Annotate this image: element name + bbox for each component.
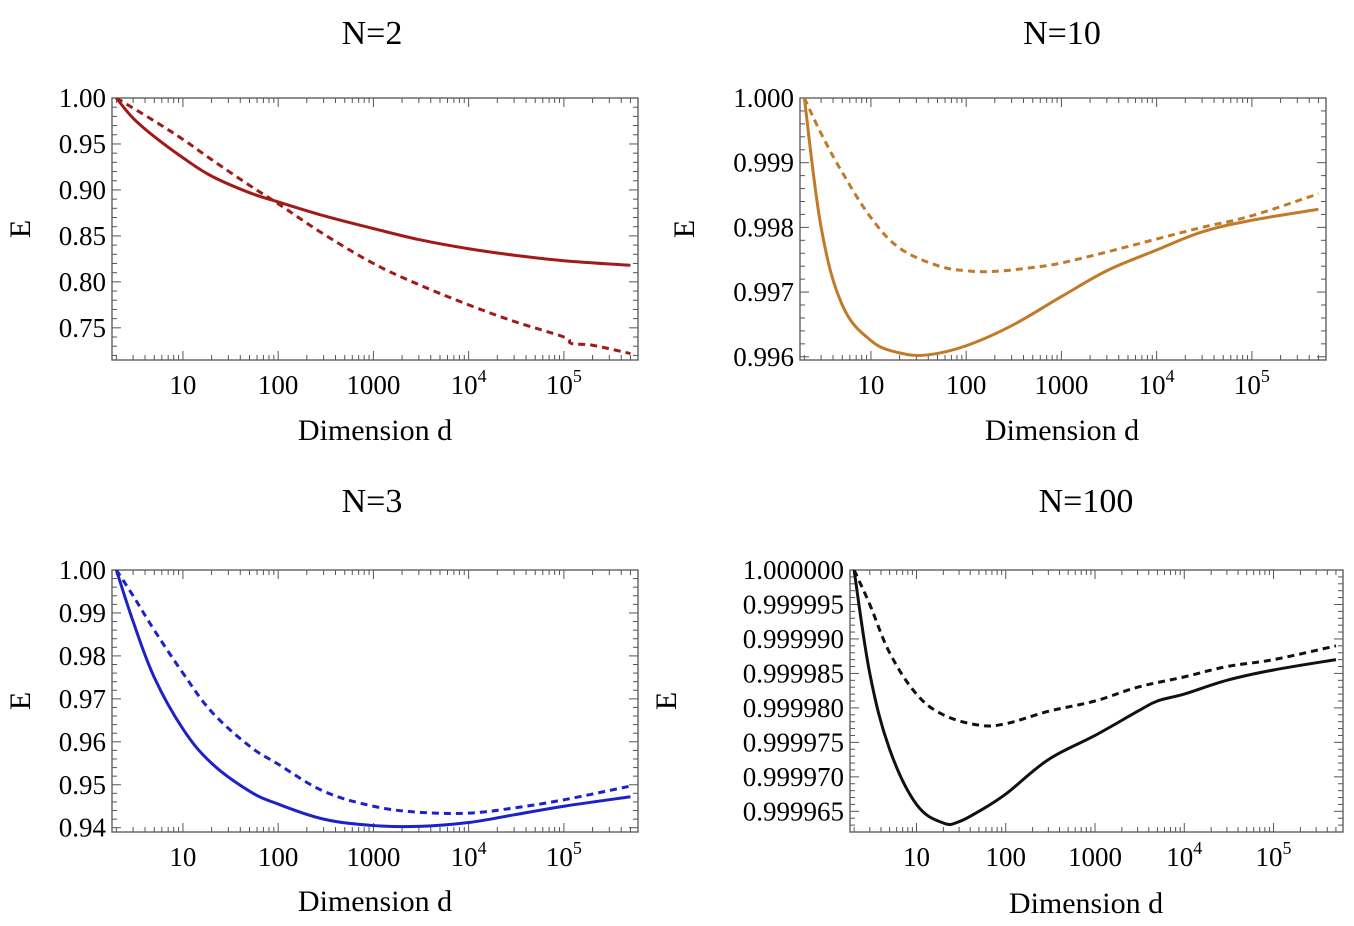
y-tick-label: 0.997	[733, 277, 794, 307]
plot-frame	[799, 97, 1327, 361]
y-tick-label: 0.99	[59, 598, 106, 628]
y-tick-label: 0.999980	[743, 693, 844, 723]
x-tick-label: 10	[169, 842, 196, 872]
x-tick-label: 104	[451, 366, 487, 400]
x-tick-exponent: 5	[573, 838, 582, 858]
plot-frame	[111, 569, 639, 833]
y-tick-label: 0.999975	[743, 727, 844, 757]
x-tick-label: 1000	[1034, 370, 1088, 400]
x-tick-label: 100	[985, 842, 1026, 872]
y-tick-label: 0.80	[59, 267, 106, 297]
x-axis-label: Dimension d	[298, 414, 452, 447]
x-tick-label: 104	[1166, 838, 1202, 872]
series-line-dashed	[115, 98, 631, 356]
y-tick-label: 0.94	[59, 813, 107, 843]
x-tick-label: 100	[946, 370, 987, 400]
chart-title: N=10	[1023, 15, 1101, 52]
y-tick-label: 1.000	[733, 83, 794, 113]
x-tick-label: 10	[903, 842, 930, 872]
y-tick-label: 0.96	[59, 727, 106, 757]
chart-title: N=2	[342, 15, 403, 52]
series-line-solid	[802, 98, 1319, 357]
x-tick-label: 100	[258, 370, 299, 400]
x-tick-label: 105	[546, 366, 582, 400]
x-tick-label: 1000	[1068, 842, 1122, 872]
y-tick-label: 0.999970	[743, 762, 844, 792]
plot-frame	[111, 97, 639, 361]
x-tick-exponent: 4	[478, 366, 487, 386]
series-line-solid	[115, 98, 631, 267]
y-axis-label: E	[668, 220, 701, 238]
x-tick-base: 10	[451, 842, 478, 872]
x-axis-label: Dimension d	[985, 414, 1139, 447]
y-axis-label: E	[650, 692, 683, 710]
x-tick-label: 105	[1234, 366, 1270, 400]
y-tick-label: 0.75	[59, 313, 106, 343]
y-tick-label: 0.85	[59, 221, 106, 251]
chart-panel-p3: N=310 100 1000 104 1051.000.990.980.970.960.…	[4, 483, 639, 918]
y-axis-label: E	[4, 692, 37, 710]
x-tick-exponent: 4	[1166, 366, 1175, 386]
x-tick-base: 10	[1256, 842, 1283, 872]
x-tick-label: 10	[169, 370, 196, 400]
y-tick-label: 0.95	[59, 129, 106, 159]
x-tick-exponent: 5	[573, 366, 582, 386]
x-tick-exponent: 4	[1193, 838, 1202, 858]
x-tick-exponent: 5	[1283, 838, 1292, 858]
x-tick-base: 10	[546, 842, 573, 872]
y-tick-label: 0.999965	[743, 796, 844, 826]
x-tick-label: 100	[258, 842, 299, 872]
y-tick-label: 0.98	[59, 641, 106, 671]
x-tick-label: 104	[451, 838, 487, 872]
x-tick-label: 104	[1139, 366, 1175, 400]
series-line-dashed	[115, 570, 631, 815]
y-tick-label: 0.999990	[743, 624, 844, 654]
y-tick-label: 0.90	[59, 175, 106, 205]
x-tick-label: 105	[1256, 838, 1292, 872]
series-line-dashed	[852, 570, 1337, 728]
y-tick-label: 1.00	[59, 83, 106, 113]
y-tick-label: 0.996	[733, 342, 794, 372]
y-tick-label: 0.999985	[743, 658, 844, 688]
y-tick-label: 0.999	[733, 148, 794, 178]
y-tick-label: 1.00	[59, 555, 106, 585]
x-tick-label: 1000	[346, 370, 400, 400]
x-tick-base: 10	[1139, 370, 1166, 400]
x-axis-label: Dimension d	[298, 885, 452, 918]
y-tick-label: 0.95	[59, 770, 106, 800]
y-tick-label: 0.999995	[743, 589, 844, 619]
y-tick-label: 1.000000	[743, 555, 844, 585]
y-axis-label: E	[4, 220, 37, 238]
chart-title: N=100	[1039, 483, 1134, 520]
x-tick-exponent: 5	[1261, 366, 1270, 386]
x-tick-label: 1000	[346, 842, 400, 872]
x-tick-base: 10	[1166, 842, 1193, 872]
x-tick-base: 10	[546, 370, 573, 400]
chart-panel-p1: N=210 100 1000 104 1051.000.950.900.850.800.…	[4, 15, 639, 447]
series-line-dashed	[803, 98, 1319, 274]
x-tick-exponent: 4	[478, 838, 487, 858]
x-tick-base: 10	[1234, 370, 1261, 400]
x-tick-label: 105	[546, 838, 582, 872]
chart-title: N=3	[342, 483, 403, 520]
x-tick-label: 10	[857, 370, 884, 400]
series-line-solid	[852, 570, 1337, 827]
x-tick-base: 10	[451, 370, 478, 400]
x-axis-label: Dimension d	[1009, 887, 1163, 920]
y-tick-label: 0.998	[733, 212, 794, 242]
series-line-solid	[114, 570, 631, 829]
y-tick-label: 0.97	[59, 684, 106, 714]
